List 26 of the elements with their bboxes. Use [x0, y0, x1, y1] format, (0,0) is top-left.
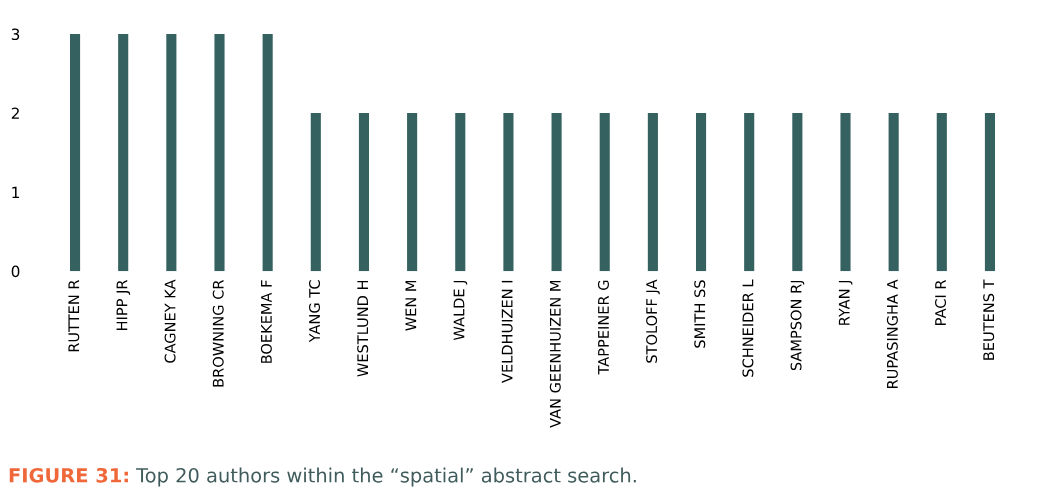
x-tick-label: VAN GEENHUIZEN M [549, 280, 561, 428]
y-tick-label: 2 [11, 107, 19, 119]
x-tick-label: YANG TC [309, 280, 321, 343]
x-tick-label: VELDHUIZEN I [501, 280, 513, 383]
x-tick-label: STOLOFF JA [646, 279, 660, 363]
x-tick-label: SMITH SS [694, 280, 706, 348]
y-tick-label: 1 [12, 186, 19, 198]
x-tick-label: RUPASINGHA A [886, 279, 898, 389]
x-tick-label: BEUTENS T [983, 279, 995, 360]
x-tick-label: BOEKEMA F [260, 280, 272, 363]
y-tick-label: 3 [11, 28, 20, 41]
text: Top 20 authors within the “spatial” abstract search. [136, 467, 636, 487]
x-tick-label: HIPP JR [116, 279, 131, 330]
x-tick-label: TAPPEINER G [597, 280, 609, 375]
x-tick-label: WALDE J [453, 280, 468, 341]
x-tick-label: SCHNEIDER L [742, 279, 754, 377]
y-tick-label: 0 [11, 265, 20, 278]
x-tick-label: RUTTEN R [68, 279, 80, 352]
x-tick-label: PACI R [935, 279, 947, 325]
x-tick-label: RYAN J [838, 280, 853, 325]
caption: FIGURE 31: [9, 467, 128, 483]
x-tick-label: WEN M [405, 280, 417, 331]
x-tick-label: WESTLUND H [357, 280, 369, 377]
x-tick-label: SAMPSON RJ [790, 280, 805, 371]
x-tick-label: CAGNEY KA [164, 279, 176, 363]
x-tick-label: BROWNING CR [212, 279, 224, 387]
